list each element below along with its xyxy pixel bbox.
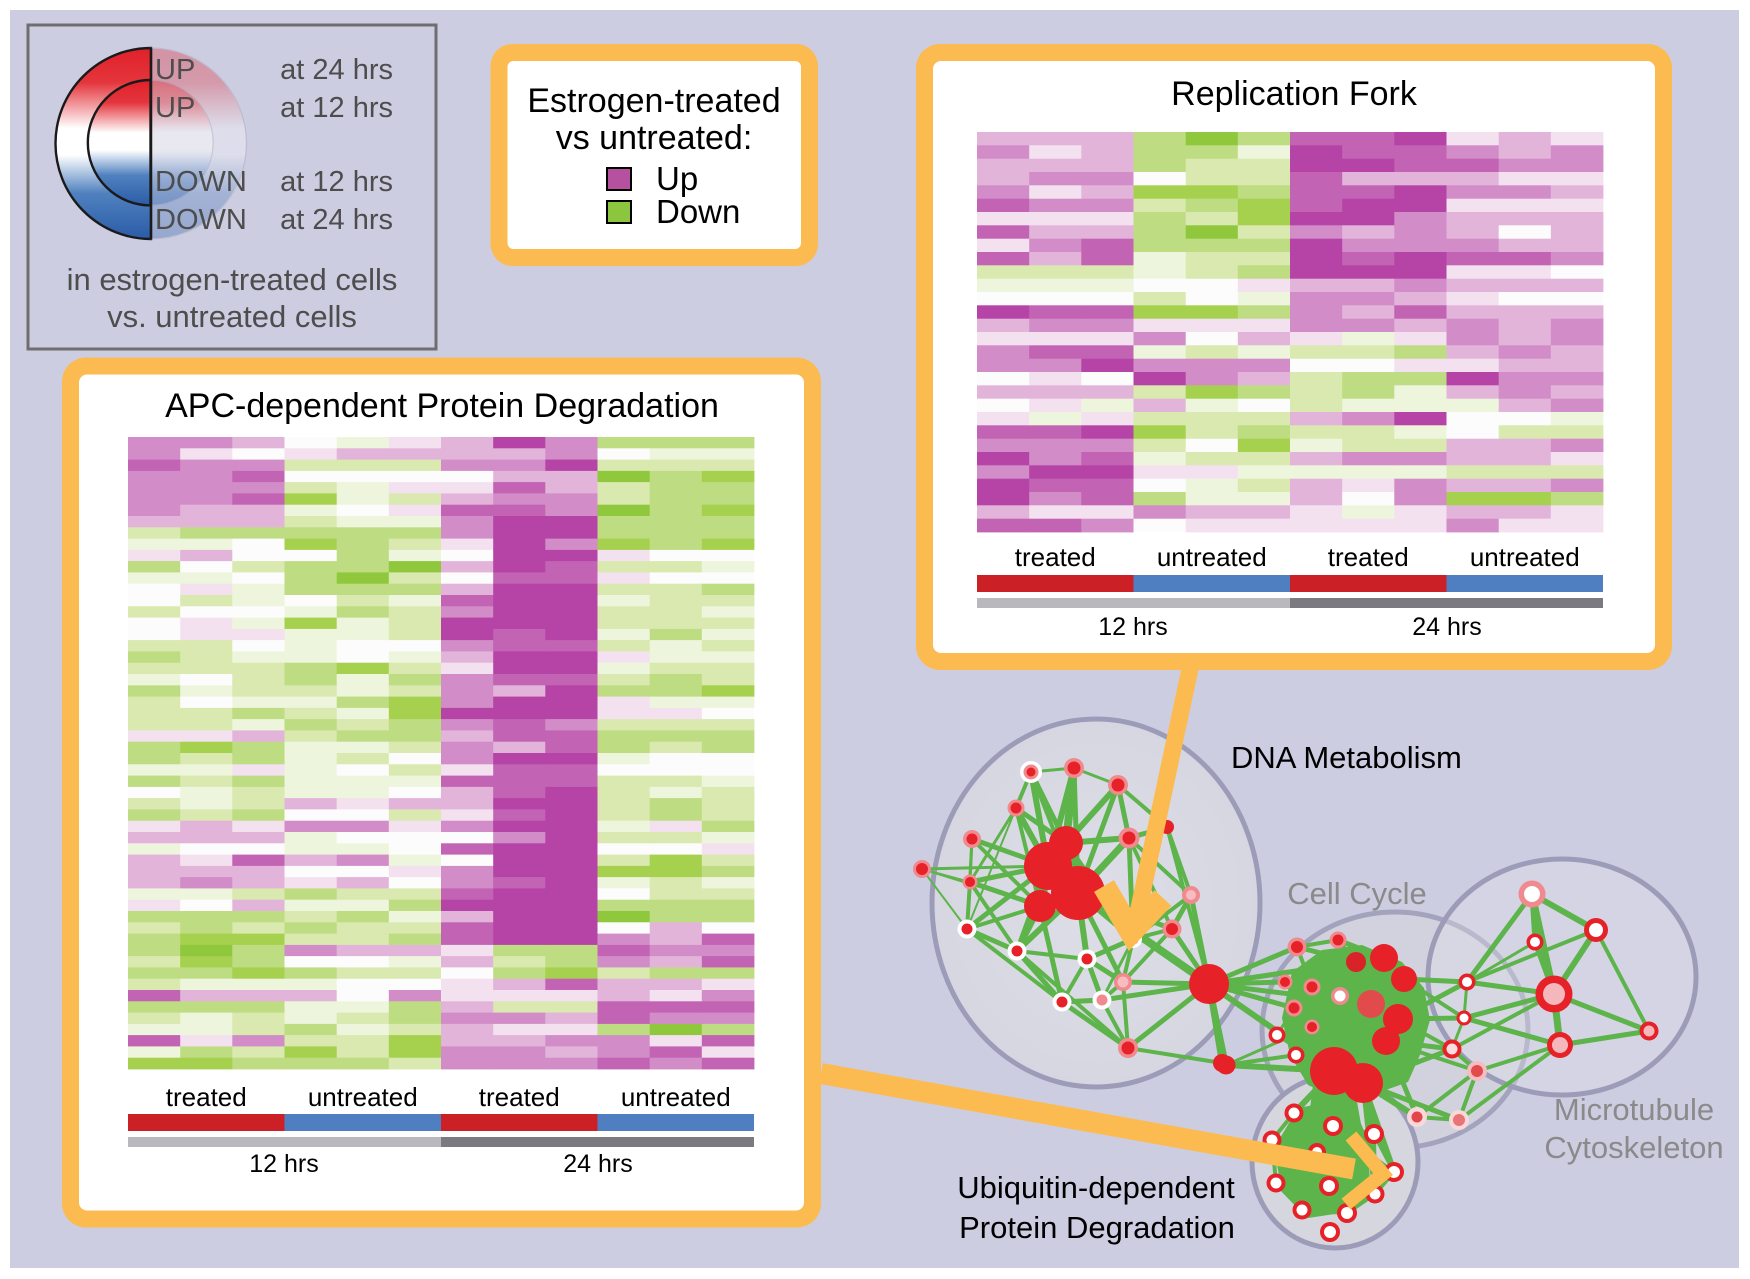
svg-text:Estrogen-treated: Estrogen-treated (527, 82, 780, 120)
svg-text:untreated: untreated (621, 1082, 731, 1112)
svg-text:Cytoskeleton: Cytoskeleton (1544, 1130, 1723, 1165)
svg-text:DNA Metabolism: DNA Metabolism (1231, 740, 1462, 775)
svg-text:Cell Cycle: Cell Cycle (1287, 876, 1427, 911)
svg-text:24 hrs: 24 hrs (1412, 613, 1481, 641)
svg-text:APC-dependent Protein Degradat: APC-dependent Protein Degradation (165, 387, 719, 425)
svg-text:treated: treated (166, 1082, 247, 1112)
svg-text:24 hrs: 24 hrs (563, 1150, 632, 1178)
svg-text:at 12 hrs: at 12 hrs (280, 166, 393, 198)
svg-text:UP: UP (155, 92, 195, 124)
svg-text:untreated: untreated (308, 1082, 418, 1112)
svg-text:DOWN: DOWN (155, 166, 247, 198)
svg-text:at 24 hrs: at 24 hrs (280, 54, 393, 86)
svg-text:Replication Fork: Replication Fork (1171, 75, 1418, 113)
svg-text:vs untreated:: vs untreated: (556, 119, 753, 157)
svg-text:at 24 hrs: at 24 hrs (280, 204, 393, 236)
svg-text:UP: UP (155, 54, 195, 86)
svg-text:Microtubule: Microtubule (1554, 1092, 1714, 1127)
svg-text:Ubiquitin-dependent: Ubiquitin-dependent (957, 1170, 1235, 1205)
svg-text:in estrogen-treated cells: in estrogen-treated cells (67, 262, 398, 297)
svg-text:12 hrs: 12 hrs (249, 1150, 318, 1178)
svg-text:DOWN: DOWN (155, 204, 247, 236)
svg-text:untreated: untreated (1157, 542, 1267, 572)
svg-text:treated: treated (1328, 542, 1409, 572)
svg-text:vs. untreated cells: vs. untreated cells (107, 299, 357, 334)
svg-text:untreated: untreated (1470, 542, 1580, 572)
svg-text:Down: Down (656, 193, 740, 230)
svg-text:treated: treated (479, 1082, 560, 1112)
svg-text:Protein Degradation: Protein Degradation (959, 1210, 1235, 1245)
svg-text:Up: Up (656, 160, 698, 197)
svg-text:treated: treated (1015, 542, 1096, 572)
svg-text:12 hrs: 12 hrs (1098, 613, 1167, 641)
svg-text:at 12 hrs: at 12 hrs (280, 92, 393, 124)
